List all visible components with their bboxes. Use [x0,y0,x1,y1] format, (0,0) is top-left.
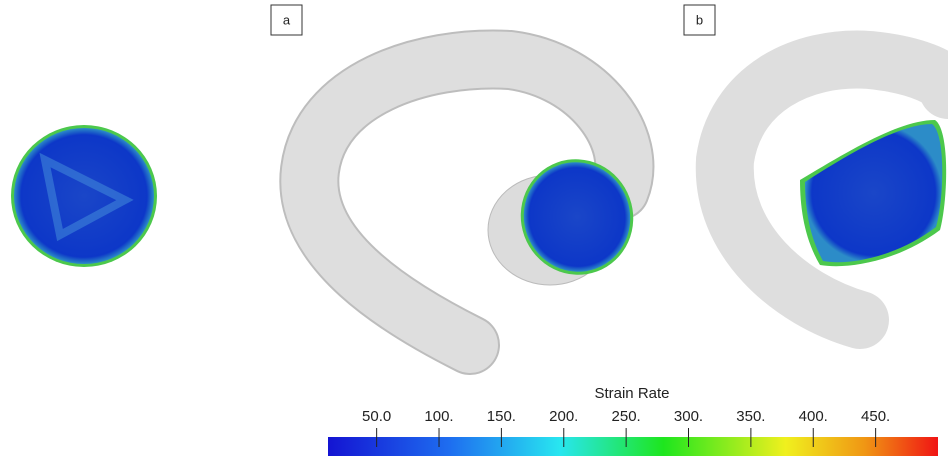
panel-label: b [696,12,703,27]
tick-label: 450. [861,408,890,425]
tick-label: 200. [549,408,578,425]
figure: a b Strain Rate 50.0 100. 150. 200. 250. 300.… [0,0,948,459]
tick-label: 350. [736,408,765,425]
colorbar-title: Strain Rate [594,385,669,402]
tick-label: 150. [487,408,516,425]
colorbar [328,437,938,456]
aorta-b [725,60,948,320]
tick-label: 100. [424,408,453,425]
tick-label: 50.0 [362,408,391,425]
aorta-a [309,60,649,345]
tick-label: 400. [799,408,828,425]
valve-view [11,125,157,267]
tick-label: 300. [674,408,703,425]
tick-label: 250. [612,408,641,425]
panel-label: a [283,12,291,27]
